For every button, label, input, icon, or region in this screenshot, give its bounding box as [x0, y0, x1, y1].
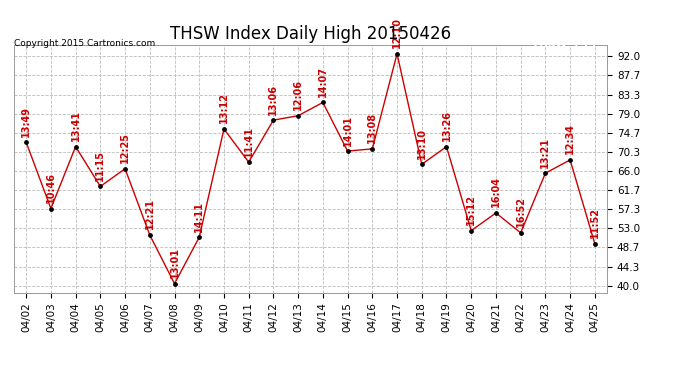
Point	[416, 161, 427, 167]
Point	[243, 159, 254, 165]
Text: 13:12: 13:12	[219, 92, 229, 123]
Text: 14:11: 14:11	[195, 201, 204, 232]
Text: 12:06: 12:06	[293, 79, 303, 110]
Text: 10:46: 10:46	[46, 172, 56, 203]
Point	[342, 148, 353, 154]
Point	[540, 170, 551, 176]
Text: 11:41: 11:41	[244, 126, 254, 157]
Text: 13:49: 13:49	[21, 106, 31, 136]
Text: 15:12: 15:12	[466, 194, 476, 225]
Point	[46, 206, 57, 212]
Text: 14:07: 14:07	[318, 66, 328, 97]
Point	[367, 146, 378, 152]
Text: 12:21: 12:21	[145, 198, 155, 230]
Text: 13:21: 13:21	[540, 136, 551, 168]
Point	[95, 183, 106, 189]
Point	[317, 99, 328, 105]
Text: 12:10: 12:10	[392, 17, 402, 48]
Point	[144, 232, 155, 238]
Point	[564, 157, 575, 163]
Text: 13:01: 13:01	[170, 247, 179, 278]
Point	[441, 144, 452, 150]
Point	[589, 241, 600, 247]
Text: 16:04: 16:04	[491, 176, 501, 207]
Text: 13:08: 13:08	[367, 112, 377, 143]
Text: 12:25: 12:25	[120, 132, 130, 163]
Point	[515, 230, 526, 236]
Point	[391, 51, 402, 57]
Text: 13:26: 13:26	[442, 110, 451, 141]
Point	[21, 139, 32, 145]
Point	[491, 210, 502, 216]
Text: THSW  (°F): THSW (°F)	[532, 39, 596, 48]
Text: 13:10: 13:10	[417, 128, 426, 159]
Point	[169, 280, 180, 286]
Point	[119, 166, 130, 172]
Text: 11:15: 11:15	[95, 150, 106, 181]
Title: THSW Index Daily High 20150426: THSW Index Daily High 20150426	[170, 26, 451, 44]
Text: 16:52: 16:52	[515, 196, 526, 227]
Text: 11:52: 11:52	[590, 207, 600, 238]
Text: 13:41: 13:41	[70, 110, 81, 141]
Point	[70, 144, 81, 150]
Text: 14:01: 14:01	[343, 114, 353, 146]
Point	[466, 228, 477, 234]
Text: Copyright 2015 Cartronics.com: Copyright 2015 Cartronics.com	[14, 39, 155, 48]
Point	[194, 234, 205, 240]
Point	[293, 113, 304, 119]
Text: 13:06: 13:06	[268, 84, 278, 115]
Point	[219, 126, 230, 132]
Text: 12:34: 12:34	[565, 123, 575, 154]
Point	[268, 117, 279, 123]
